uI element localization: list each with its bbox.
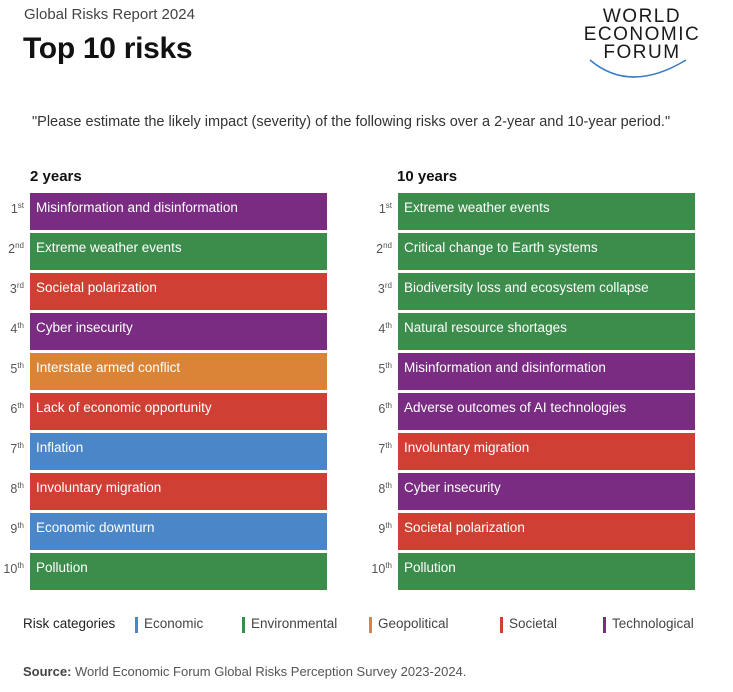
rank-label: 2nd: [376, 240, 392, 256]
risk-row: 4th Cyber insecurity: [0, 313, 327, 350]
risk-row: 5th Interstate armed conflict: [0, 353, 327, 390]
risk-row: 5th Misinformation and disinformation: [368, 353, 695, 390]
risk-bar: Interstate armed conflict: [30, 353, 327, 390]
risk-row: 6th Adverse outcomes of AI technologies: [368, 393, 695, 430]
risk-row: 3rd Societal polarization: [0, 273, 327, 310]
risk-bar: Natural resource shortages: [398, 313, 695, 350]
risk-bar: Misinformation and disinformation: [30, 193, 327, 230]
risk-bar: Pollution: [30, 553, 327, 590]
risk-row: 1st Misinformation and disinformation: [0, 193, 327, 230]
rank-label: 9th: [10, 520, 24, 536]
risk-row: 8th Cyber insecurity: [368, 473, 695, 510]
risk-bar: Adverse outcomes of AI technologies: [398, 393, 695, 430]
legend-label: Economic: [144, 616, 204, 631]
risk-bar: Involuntary migration: [398, 433, 695, 470]
risk-bar: Societal polarization: [30, 273, 327, 310]
rank-label: 1st: [378, 200, 392, 216]
risk-bar: Pollution: [398, 553, 695, 590]
risk-row: 8th Involuntary migration: [0, 473, 327, 510]
risk-bar: Cyber insecurity: [30, 313, 327, 350]
page-title: Top 10 risks: [23, 32, 193, 65]
rank-label: 7th: [378, 440, 392, 456]
rank-label: 8th: [378, 480, 392, 496]
rank-label: 8th: [10, 480, 24, 496]
column-heading-10-years: 10 years: [397, 168, 458, 185]
rank-label: 10th: [3, 560, 24, 576]
risk-row: 6th Lack of economic opportunity: [0, 393, 327, 430]
legend-label: Technological: [612, 616, 694, 631]
rank-label: 10th: [371, 560, 392, 576]
rank-label: 2nd: [8, 240, 24, 256]
risk-bar: Extreme weather events: [398, 193, 695, 230]
risk-bar: Societal polarization: [398, 513, 695, 550]
risk-row: 9th Societal polarization: [368, 513, 695, 550]
source-label: Source:: [23, 664, 72, 679]
rank-label: 7th: [10, 440, 24, 456]
rank-label: 9th: [378, 520, 392, 536]
risk-row: 9th Economic downturn: [0, 513, 327, 550]
risk-bar: Misinformation and disinformation: [398, 353, 695, 390]
legend-label: Societal: [509, 616, 558, 631]
risk-bar: Involuntary migration: [30, 473, 327, 510]
report-title: Global Risks Report 2024: [24, 6, 195, 23]
risk-row: 7th Inflation: [0, 433, 327, 470]
survey-question: "Please estimate the likely impact (seve…: [32, 114, 671, 130]
logo-line2: ECONOMIC: [584, 24, 701, 45]
risk-bar: Economic downturn: [30, 513, 327, 550]
rank-label: 5th: [378, 360, 392, 376]
wef-logo: WORLD ECONOMIC FORUM: [584, 6, 701, 78]
legend-swatch: [500, 617, 503, 633]
logo-arc-icon: [589, 59, 687, 78]
risk-row: 7th Involuntary migration: [368, 433, 695, 470]
logo-line1: WORLD: [603, 6, 681, 27]
legend-swatch: [242, 617, 245, 633]
legend-swatch: [603, 617, 606, 633]
rank-label: 6th: [10, 400, 24, 416]
risk-row: 10th Pollution: [368, 553, 695, 590]
risk-bar: Lack of economic opportunity: [30, 393, 327, 430]
rank-label: 5th: [10, 360, 24, 376]
legend-swatch: [369, 617, 372, 633]
risk-bar: Extreme weather events: [30, 233, 327, 270]
risk-row: 10th Pollution: [0, 553, 327, 590]
legend-label: Environmental: [251, 616, 338, 631]
risk-row: 1st Extreme weather events: [368, 193, 695, 230]
rank-label: 4th: [10, 320, 24, 336]
risk-row: 4th Natural resource shortages: [368, 313, 695, 350]
risk-row: 2nd Critical change to Earth systems: [368, 233, 695, 270]
legend-title: Risk categories: [23, 616, 116, 631]
legend-swatch: [135, 617, 138, 633]
risk-row: 2nd Extreme weather events: [0, 233, 327, 270]
source-text: World Economic Forum Global Risks Percep…: [71, 664, 467, 679]
column-heading-2-years: 2 years: [30, 168, 82, 185]
logo-line3: FORUM: [603, 42, 680, 63]
source-note: Source: World Economic Forum Global Risk…: [23, 664, 466, 679]
risk-bar: Inflation: [30, 433, 327, 470]
risk-row: 3rd Biodiversity loss and ecosystem colla…: [368, 273, 695, 310]
rank-label: 3rd: [9, 280, 24, 296]
legend-label: Geopolitical: [378, 616, 449, 631]
rank-label: 6th: [378, 400, 392, 416]
rank-label: 4th: [378, 320, 392, 336]
risk-bar: Biodiversity loss and ecosystem collapse: [398, 273, 695, 310]
risk-bar: Cyber insecurity: [398, 473, 695, 510]
rank-label: 1st: [10, 200, 24, 216]
rank-label: 3rd: [377, 280, 392, 296]
risk-bar: Critical change to Earth systems: [398, 233, 695, 270]
